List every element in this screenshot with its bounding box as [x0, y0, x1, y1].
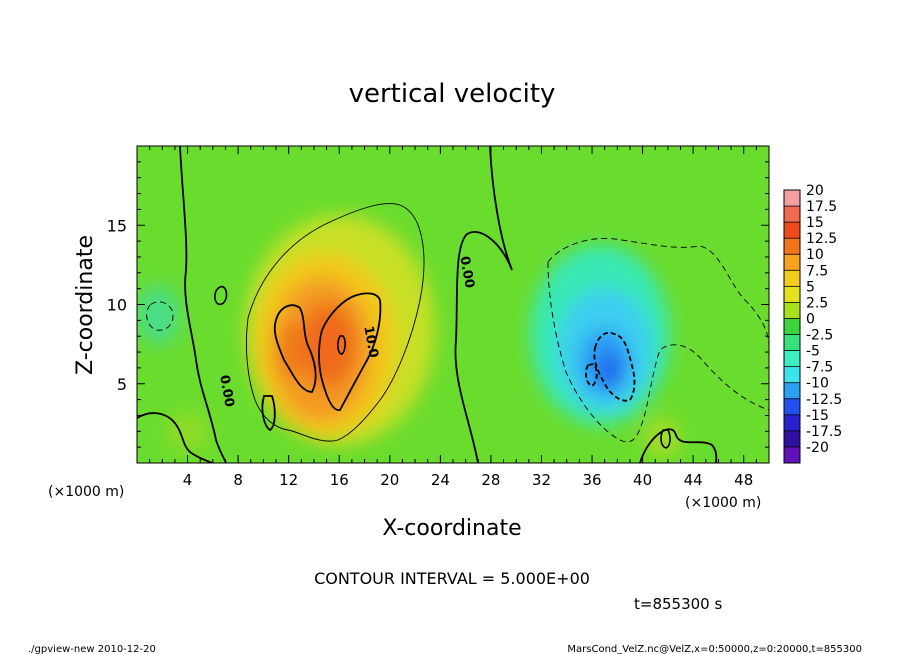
contour-zero-east	[639, 428, 718, 463]
x-tick-label: 12	[279, 471, 298, 489]
downdraft-core	[598, 352, 622, 388]
x-axis-label: X-coordinate	[382, 516, 521, 541]
contour-minus5	[547, 237, 769, 346]
colorbar-label: 20	[806, 183, 824, 199]
colorbar-swatch	[784, 270, 800, 287]
y-axis-ticks: 5 10 15	[107, 161, 769, 448]
colorbar-label: -7.5	[806, 360, 833, 376]
colorbar-label: 2.5	[806, 295, 828, 311]
contour-label: 0.00	[216, 374, 236, 408]
contour-10	[273, 304, 317, 393]
x-tick-label: 48	[734, 471, 753, 489]
colorbar-swatch	[784, 414, 800, 432]
time-stamp: t=855300 s	[634, 595, 722, 613]
x-tick-label: 40	[633, 471, 652, 489]
x-tick-label: 28	[481, 471, 500, 489]
colorbar-swatch	[784, 366, 800, 384]
chart-title: vertical velocity	[349, 79, 556, 109]
footer-right: MarsCond_VelZ.nc@VelZ,x=0:50000,z=0:2000…	[567, 644, 862, 654]
x-tick-label: 8	[233, 471, 243, 489]
colorbar-label: 10	[806, 247, 824, 263]
y-axis-label: Z-coordinate	[73, 235, 98, 375]
field-background	[137, 146, 769, 463]
colorbar-label: 17.5	[806, 199, 837, 215]
colorbar-label: -20	[806, 440, 829, 456]
colorbar-swatch	[784, 382, 800, 400]
contour-zero-west	[179, 146, 227, 463]
colorbar-swatch	[784, 254, 800, 271]
x-tick-label: 4	[183, 471, 193, 489]
contour-minus10	[593, 331, 636, 402]
colorbar-swatch	[784, 286, 800, 303]
colorbar-label: 5	[806, 279, 815, 295]
colorbar-swatch	[784, 238, 800, 255]
colorbar-label: 12.5	[806, 231, 837, 247]
x-axis-ticks: 4 8 12 16 20 24 28 32 36 40 44 48	[149, 146, 757, 489]
colorbar-label: 7.5	[806, 263, 828, 279]
colorbar-swatch	[784, 350, 800, 368]
y-tick-label: 5	[117, 375, 127, 394]
colorbar-swatch	[784, 446, 800, 464]
colorbar-label: 0	[806, 311, 815, 327]
x-tick-label: 20	[380, 471, 399, 489]
colorbar-label: -2.5	[806, 328, 833, 344]
colorbar-swatch	[784, 222, 800, 239]
colorbar-swatch	[784, 302, 800, 319]
x-tick-label: 44	[684, 471, 703, 489]
x-tick-label: 24	[431, 471, 450, 489]
colorbar-label: -15	[806, 408, 829, 424]
x-tick-label: 32	[532, 471, 551, 489]
x-unit-right: (×1000 m)	[685, 495, 761, 511]
colorbar-swatch	[784, 190, 800, 207]
colorbar: 2017.51512.5107.552.50-2.5-5-7.5-10-12.5…	[783, 183, 842, 464]
colorbar-label: 15	[806, 215, 824, 231]
colorbar-swatch	[784, 398, 800, 416]
y-tick-label: 15	[107, 216, 127, 235]
contour-zero-mid	[454, 146, 513, 463]
colorbar-label: -17.5	[806, 424, 842, 440]
x-unit-left: (×1000 m)	[48, 484, 124, 500]
x-tick-label: 36	[582, 471, 601, 489]
colorbar-swatch	[784, 430, 800, 448]
contour-label: 10.0	[360, 325, 380, 359]
contour-labels: 0.00 0.00 10.0	[216, 255, 477, 408]
colorbar-swatch	[784, 206, 800, 223]
colorbar-label: -12.5	[806, 392, 842, 408]
footer-left: ./gpview-new 2010-12-20	[28, 644, 156, 654]
colorbar-swatch	[784, 334, 800, 352]
contour-lines	[137, 146, 769, 463]
y-tick-label: 10	[107, 296, 127, 315]
colorbar-label: -10	[806, 376, 829, 392]
colorbar-label: -5	[806, 344, 820, 360]
contour-interval: CONTOUR INTERVAL = 5.000E+00	[314, 569, 590, 588]
colorbar-swatch	[784, 318, 800, 336]
contour-label: 0.00	[456, 255, 476, 289]
field-shading	[137, 146, 769, 463]
x-tick-label: 16	[330, 471, 349, 489]
